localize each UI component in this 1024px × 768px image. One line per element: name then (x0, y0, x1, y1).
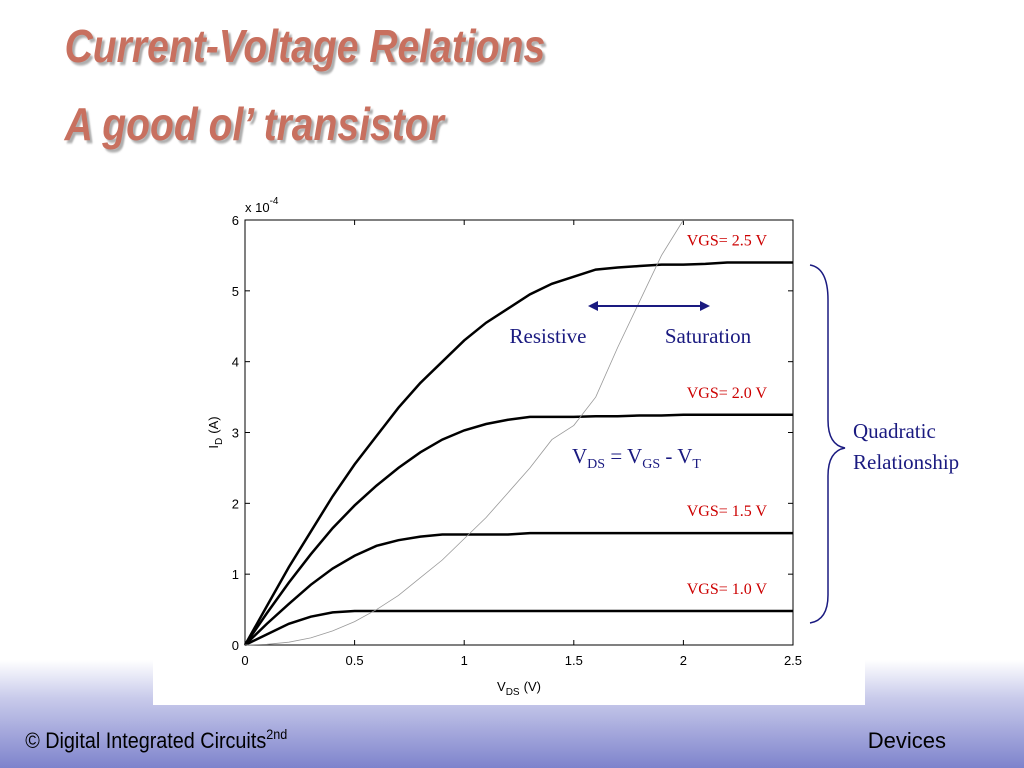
x-axis-label: VDS (V) (497, 679, 541, 698)
y-tick-label: 0 (232, 638, 239, 653)
subscript: DS (587, 457, 605, 472)
y-tick-label: 5 (232, 284, 239, 299)
x-label-main: V (497, 679, 506, 694)
slide-title: Current-Voltage Relations (65, 21, 546, 73)
y-axis-label: ID (A) (206, 416, 225, 448)
subscript: GS (642, 457, 660, 472)
subscript: T (692, 457, 701, 472)
y-multiplier: x 10-4 (245, 196, 279, 215)
x-label-unit: (V) (524, 679, 541, 694)
series-line (243, 261, 793, 646)
footer-left: © Digital Integrated Circuits2nd (25, 726, 287, 753)
series-line (244, 609, 793, 647)
slide-title: A good ol’ transistor (64, 99, 446, 151)
x-tick-label: 1.5 (565, 653, 583, 668)
x-tick-label: 1 (461, 653, 468, 668)
series-line (244, 219, 684, 646)
x-tick-label: 2.5 (784, 653, 802, 668)
footer-right: Devices (868, 728, 946, 753)
annotation: Saturation (665, 324, 752, 348)
series-label: VGS= 2.0 V (687, 385, 768, 402)
y-label-sub: D (214, 438, 225, 445)
footer-text: © Digital Integrated Circuits (25, 729, 266, 753)
boundary-text: V (572, 444, 587, 468)
series-line (244, 531, 793, 646)
series-line (243, 413, 793, 646)
y-label-unit: (A) (206, 416, 221, 433)
y-tick-label: 6 (232, 213, 239, 228)
y-multiplier-base: x 10 (245, 200, 270, 215)
y-tick-label: 2 (232, 496, 239, 511)
y-tick-label: 4 (232, 355, 239, 370)
annotation: Relationship (853, 450, 959, 474)
boundary-text: - V (660, 444, 692, 468)
annotation: VDS = VGS - VT (572, 444, 701, 472)
annotation: Quadratic (853, 419, 936, 443)
brace (809, 264, 846, 624)
series-label: VGS= 2.5 V (687, 233, 768, 250)
x-label-sub: DS (506, 687, 520, 698)
y-tick-label: 1 (232, 567, 239, 582)
y-multiplier-exp: -4 (270, 196, 279, 207)
x-tick-label: 2 (680, 653, 687, 668)
y-tick-label: 3 (232, 426, 239, 441)
x-tick-label: 0 (241, 653, 248, 668)
annotation: Resistive (510, 324, 587, 348)
chart-area (153, 190, 865, 705)
boundary-text: = V (605, 444, 642, 468)
series-label: VGS= 1.0 V (687, 581, 768, 598)
y-label-main: I (206, 445, 221, 449)
series-label: VGS= 1.5 V (687, 503, 768, 520)
footer-sup: 2nd (266, 726, 287, 742)
x-tick-label: 0.5 (346, 653, 364, 668)
